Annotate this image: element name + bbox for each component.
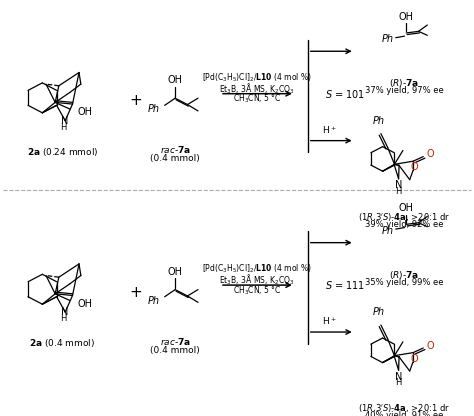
Text: Ph: Ph — [147, 296, 159, 306]
Text: +: + — [129, 285, 142, 300]
Text: O: O — [411, 162, 419, 172]
Text: H$^+$: H$^+$ — [322, 315, 337, 327]
Text: Et$_3$B, 3Å MS, K$_2$CO$_3$: Et$_3$B, 3Å MS, K$_2$CO$_3$ — [219, 81, 295, 96]
Text: $\mathbf{2a}$ (0.4 mmol): $\mathbf{2a}$ (0.4 mmol) — [29, 337, 96, 349]
Text: OH: OH — [399, 12, 414, 22]
Text: $S$ = 101: $S$ = 101 — [325, 88, 365, 100]
Text: (0.4 mmol): (0.4 mmol) — [150, 346, 200, 354]
Text: H: H — [60, 314, 66, 323]
Text: 37% yield, 97% ee: 37% yield, 97% ee — [365, 87, 444, 95]
Text: Ph: Ph — [373, 116, 385, 126]
Text: N: N — [62, 116, 69, 126]
Text: N: N — [395, 181, 402, 191]
Text: ($R$)-$\mathbf{7a}$: ($R$)-$\mathbf{7a}$ — [390, 269, 419, 281]
Text: [Pd(C$_3$H$_5$)Cl]$_2$/$\mathbf{L10}$ (4 mol %): [Pd(C$_3$H$_5$)Cl]$_2$/$\mathbf{L10}$ (4… — [202, 262, 312, 275]
Text: H$^+$: H$^+$ — [322, 124, 337, 136]
Text: Et$_3$B, 3Å MS, K$_2$CO$_3$: Et$_3$B, 3Å MS, K$_2$CO$_3$ — [219, 272, 295, 287]
Text: Ph: Ph — [382, 34, 394, 44]
Text: 35% yield, 99% ee: 35% yield, 99% ee — [365, 278, 444, 287]
Text: (0.4 mmol): (0.4 mmol) — [150, 154, 200, 163]
Text: O: O — [427, 149, 434, 159]
Text: H: H — [395, 378, 402, 387]
Text: Ph: Ph — [373, 307, 385, 317]
Text: $\mathbf{2a}$ (0.24 mmol): $\mathbf{2a}$ (0.24 mmol) — [27, 146, 98, 158]
Text: CH$_3$CN, 5 °C: CH$_3$CN, 5 °C — [233, 93, 281, 105]
Text: O: O — [411, 354, 419, 364]
Text: H: H — [60, 123, 66, 132]
Text: $S$ = 111: $S$ = 111 — [325, 279, 365, 291]
Text: 40% yield, 91% ee: 40% yield, 91% ee — [365, 411, 444, 416]
Text: (1$R$,3$^\prime$$S$)-$\mathbf{4a}$, >20:1 dr: (1$R$,3$^\prime$$S$)-$\mathbf{4a}$, >20:… — [358, 211, 450, 223]
Text: H: H — [395, 186, 402, 196]
Text: Ph: Ph — [382, 226, 394, 236]
Text: Ph: Ph — [147, 104, 159, 114]
Text: OH: OH — [168, 267, 182, 277]
Text: (1$R$,3$^\prime$$S$)-$\mathbf{4a}$, >20:1 dr: (1$R$,3$^\prime$$S$)-$\mathbf{4a}$, >20:… — [358, 402, 450, 414]
Text: $\mathit{rac}$-$\mathbf{7a}$: $\mathit{rac}$-$\mathbf{7a}$ — [160, 144, 191, 155]
Text: CH$_3$CN, 5 °C: CH$_3$CN, 5 °C — [233, 284, 281, 297]
Text: 39% yield, 92% ee: 39% yield, 92% ee — [365, 220, 444, 229]
Text: O: O — [427, 341, 434, 351]
Text: +: + — [129, 94, 142, 109]
Text: ($R$)-$\mathbf{7a}$: ($R$)-$\mathbf{7a}$ — [390, 77, 419, 89]
Text: [Pd(C$_3$H$_5$)Cl]$_2$/$\mathbf{L10}$ (4 mol %): [Pd(C$_3$H$_5$)Cl]$_2$/$\mathbf{L10}$ (4… — [202, 71, 312, 84]
Text: OH: OH — [77, 299, 92, 309]
Text: N: N — [62, 307, 69, 317]
Text: OH: OH — [399, 203, 414, 213]
Text: OH: OH — [168, 75, 182, 86]
Text: OH: OH — [77, 107, 92, 117]
Text: $\mathit{rac}$-$\mathbf{7a}$: $\mathit{rac}$-$\mathbf{7a}$ — [160, 336, 191, 347]
Text: N: N — [395, 372, 402, 382]
